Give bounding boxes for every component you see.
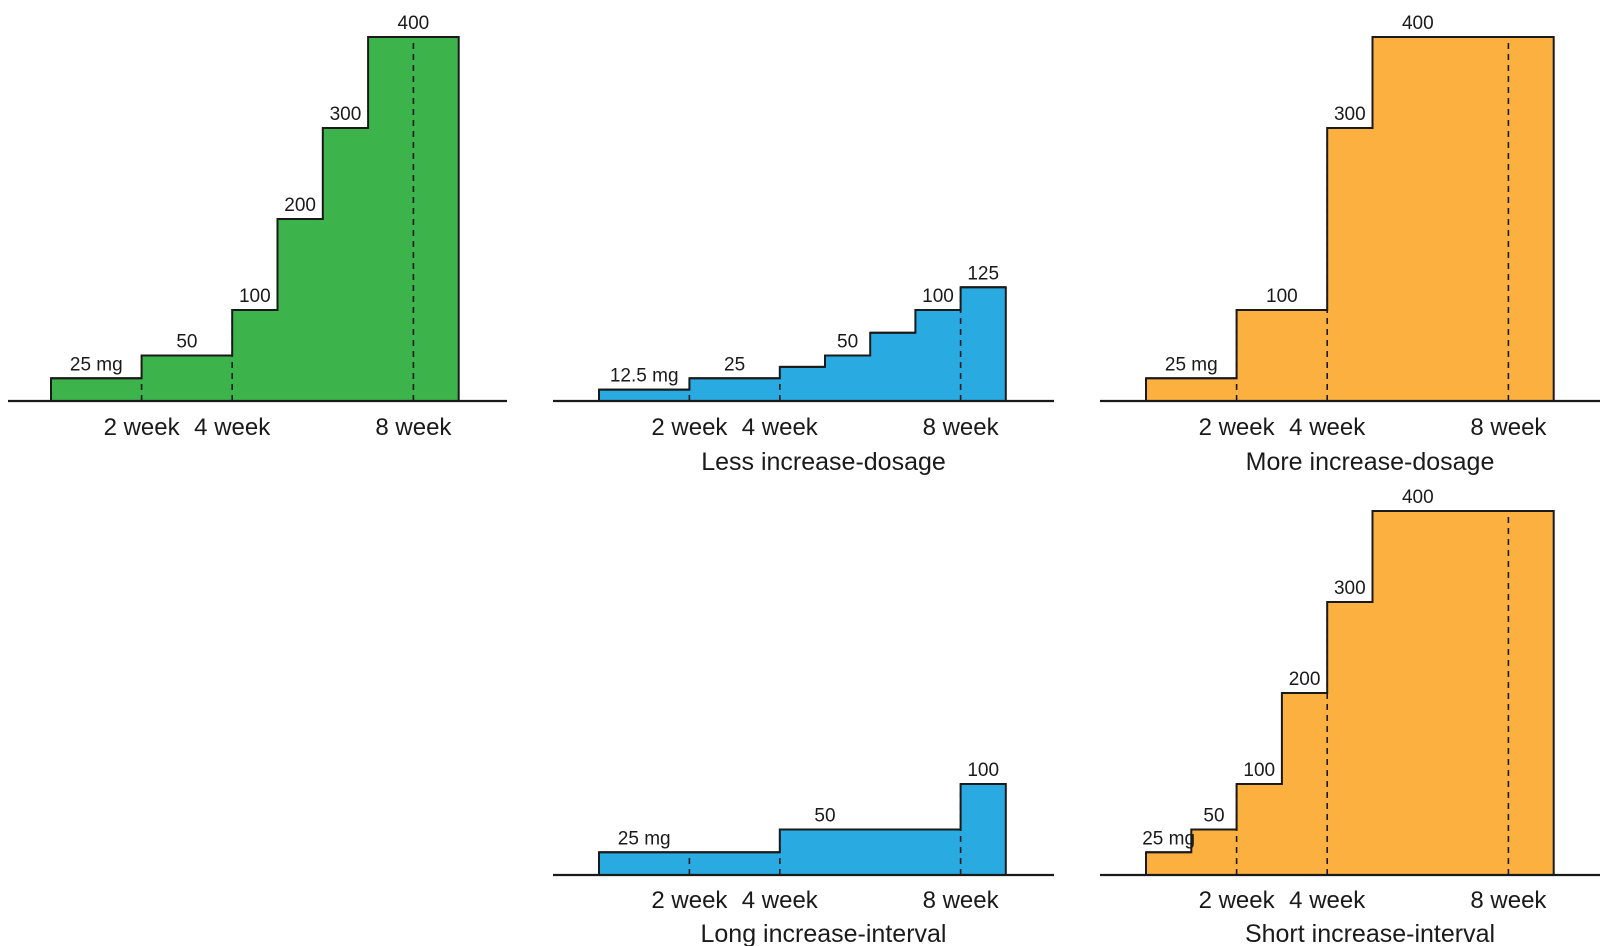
x-tick-label: 2 week — [1199, 414, 1276, 441]
dose-value-label: 200 — [284, 195, 316, 216]
dose-value-label: 100 — [922, 286, 954, 307]
dose-value-label: 300 — [1334, 578, 1366, 599]
dose-value-label: 100 — [1243, 760, 1275, 781]
dosage-step-area — [1145, 36, 1555, 402]
chart-panel-reference: 2 week 4 week 8 week 25 mg 50 100 200 300 400 — [8, 13, 507, 441]
chart-panel-less-dosage: 2 week 4 week 8 week 12.5 mg 25 50 100 125 Less … — [553, 263, 1054, 476]
chart-panel-short-interval: 2 week 4 week 8 week 25 mg 50 100 200 300 400 Sho… — [1100, 487, 1600, 946]
panel-title: Less increase-dosage — [701, 448, 946, 476]
x-tick-label: 8 week — [1470, 887, 1547, 914]
x-tick-label: 4 week — [1289, 887, 1366, 914]
chart-panel-long-interval: 2 week 4 week 8 week 25 mg 50 100 Long increas… — [553, 760, 1054, 946]
dose-value-label: 50 — [1203, 806, 1224, 827]
dose-value-label: 300 — [330, 104, 362, 125]
dose-value-label: 25 mg — [618, 828, 671, 849]
dose-value-label: 125 — [967, 263, 999, 284]
dose-value-label: 100 — [967, 760, 999, 781]
dosage-step-area — [50, 36, 460, 402]
panel-title: Long increase-interval — [701, 920, 947, 946]
x-tick-label: 2 week — [651, 887, 728, 914]
dose-value-label: 50 — [814, 806, 835, 827]
dose-value-label: 12.5 mg — [610, 366, 679, 387]
dose-value-label: 200 — [1289, 669, 1321, 690]
dose-value-label: 100 — [239, 286, 271, 307]
x-tick-label: 2 week — [1199, 887, 1276, 914]
x-tick-label: 8 week — [923, 887, 1000, 914]
dose-value-label: 25 mg — [70, 354, 123, 375]
x-tick-label: 4 week — [194, 414, 271, 441]
dose-value-label: 400 — [398, 13, 430, 34]
dose-value-label: 25 mg — [1142, 828, 1195, 849]
dose-value-label: 300 — [1334, 104, 1366, 125]
x-tick-label: 4 week — [1289, 414, 1366, 441]
chart-panel-more-dosage: 2 week 4 week 8 week 25 mg 100 300 400 More inc… — [1100, 13, 1600, 476]
panel-title: More increase-dosage — [1246, 448, 1495, 476]
panel-title: Short increase-interval — [1245, 920, 1495, 946]
dose-value-label: 400 — [1402, 487, 1434, 508]
dose-value-label: 25 — [724, 354, 745, 375]
x-tick-label: 2 week — [104, 414, 181, 441]
x-tick-label: 8 week — [923, 414, 1000, 441]
dose-value-label: 400 — [1402, 13, 1434, 34]
x-tick-label: 2 week — [651, 414, 728, 441]
x-tick-label: 4 week — [742, 414, 819, 441]
dose-value-label: 100 — [1266, 286, 1298, 307]
dose-value-label: 25 mg — [1165, 354, 1218, 375]
dose-value-label: 50 — [176, 332, 197, 353]
x-tick-label: 4 week — [742, 887, 819, 914]
dose-value-label: 50 — [837, 332, 858, 353]
x-tick-label: 8 week — [1470, 414, 1547, 441]
x-tick-label: 8 week — [375, 414, 452, 441]
